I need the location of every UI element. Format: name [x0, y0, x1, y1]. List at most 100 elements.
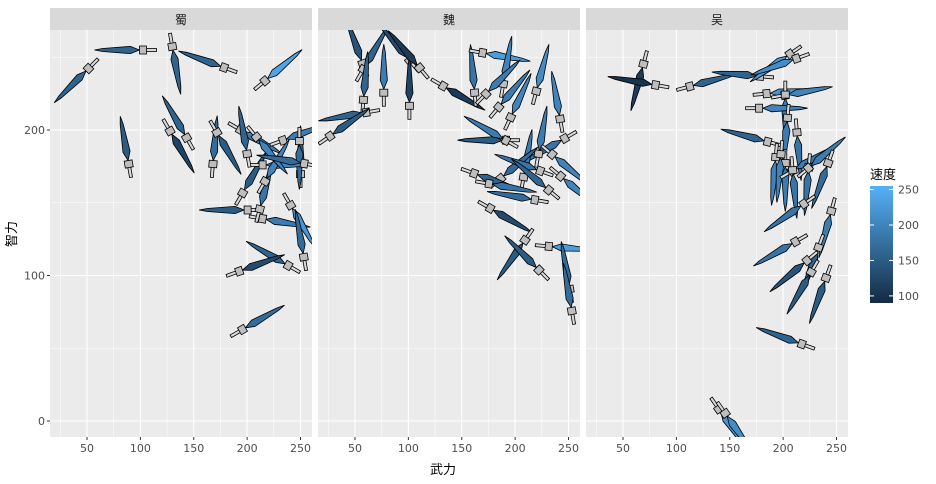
sword-blade	[171, 133, 195, 174]
sword-point	[161, 95, 196, 151]
sword-point	[562, 262, 577, 325]
sword-blade	[562, 177, 580, 208]
sword-point	[474, 178, 537, 193]
sword-blade	[769, 262, 806, 293]
sword-guard	[139, 45, 147, 55]
x-tick-label: 250	[826, 442, 847, 455]
sword-guard	[469, 88, 480, 97]
sword-guard	[236, 323, 249, 336]
sword-blade	[387, 30, 418, 66]
sword-blade	[491, 181, 537, 193]
sword-point	[167, 32, 182, 95]
sword-blade	[487, 59, 521, 93]
sword-point	[745, 103, 808, 113]
sword-guard	[755, 103, 763, 113]
x-tick-label: 100	[398, 442, 419, 455]
sword-blade	[178, 50, 222, 68]
sword-point	[720, 128, 782, 148]
sword-guard	[792, 128, 802, 137]
sword-point	[775, 140, 786, 203]
sword-point	[750, 51, 811, 76]
sword-guard	[298, 252, 309, 262]
sword-guard	[798, 198, 810, 210]
legend-title: 速度	[870, 167, 896, 183]
sword-point	[607, 76, 670, 90]
sword-blade	[486, 190, 533, 202]
x-tick-label: 100	[666, 442, 687, 455]
facet-strip-label: 魏	[443, 12, 455, 27]
sword-blade	[238, 105, 249, 152]
sword-point	[387, 30, 430, 80]
sword-point	[358, 51, 369, 114]
sword-blade	[244, 304, 285, 329]
sword-point	[229, 304, 285, 339]
sword-guard	[236, 187, 249, 199]
sword-guard	[299, 158, 309, 169]
sword-guard	[719, 407, 732, 420]
sword-point	[551, 70, 566, 133]
sword-point	[256, 154, 312, 169]
points-layer	[318, 30, 580, 325]
sword-point	[540, 143, 580, 186]
sword-point	[808, 264, 833, 324]
sword-guard	[802, 162, 815, 174]
sword-point	[119, 116, 134, 179]
sword-guard	[123, 159, 134, 169]
sword-guard	[787, 165, 798, 175]
sword-guard	[294, 137, 304, 146]
facet-strip	[318, 8, 580, 30]
sword-blade	[161, 95, 186, 136]
facet-strip-label: 蜀	[175, 13, 187, 27]
sword-point	[225, 254, 286, 278]
sword-guard	[780, 90, 790, 99]
sword-point	[238, 105, 253, 168]
sword-guard	[684, 81, 695, 92]
sword-guard	[789, 235, 801, 248]
x-tick-label: 250	[558, 442, 579, 455]
sword-guard	[505, 111, 517, 123]
facet-panel-2: 吴 50 100 150 200 250	[586, 8, 848, 455]
y-tick-label: 100	[24, 270, 45, 283]
sword-blade	[607, 76, 654, 87]
sword-point	[630, 50, 649, 112]
sword-guard	[782, 113, 793, 123]
legend-tick-label: 150	[898, 254, 919, 267]
sword-blade	[53, 70, 87, 104]
sword-point	[769, 250, 819, 293]
sword-blade	[808, 280, 826, 324]
sword-guard	[250, 131, 263, 143]
sword-guard	[650, 79, 661, 90]
sword-point	[294, 209, 309, 272]
sword-blade	[536, 105, 548, 152]
sword-guard	[762, 136, 773, 147]
legend-tick-label: 100	[898, 290, 919, 303]
sword-blade	[630, 66, 645, 112]
sword-guard	[180, 132, 193, 144]
facet-panel-1: 魏 50 100 150 200 250	[318, 8, 580, 455]
x-tick-label: 150	[183, 442, 204, 455]
sword-point	[486, 190, 549, 205]
sword-point	[792, 118, 803, 181]
sword-guard	[358, 95, 369, 105]
sword-guard	[480, 88, 492, 100]
sword-point	[208, 115, 219, 179]
sword-guard	[218, 62, 230, 74]
sword-guard	[519, 234, 531, 246]
sword-point	[318, 107, 371, 146]
sword-guard	[282, 259, 294, 272]
sword-point	[533, 105, 548, 168]
sword-guard	[530, 194, 540, 205]
sword-guard	[822, 157, 834, 169]
sword-point	[488, 69, 531, 119]
sword-guard	[535, 165, 546, 177]
sword-guard	[242, 149, 253, 159]
facet-strip	[50, 8, 312, 30]
sword-guard	[776, 149, 786, 159]
sword-blade	[360, 51, 369, 98]
sword-point	[94, 45, 157, 55]
sword-blade	[294, 209, 306, 255]
sword-blade	[463, 115, 504, 140]
colorbar	[870, 186, 893, 303]
sword-blade	[511, 73, 532, 116]
sword-blade	[535, 44, 550, 89]
